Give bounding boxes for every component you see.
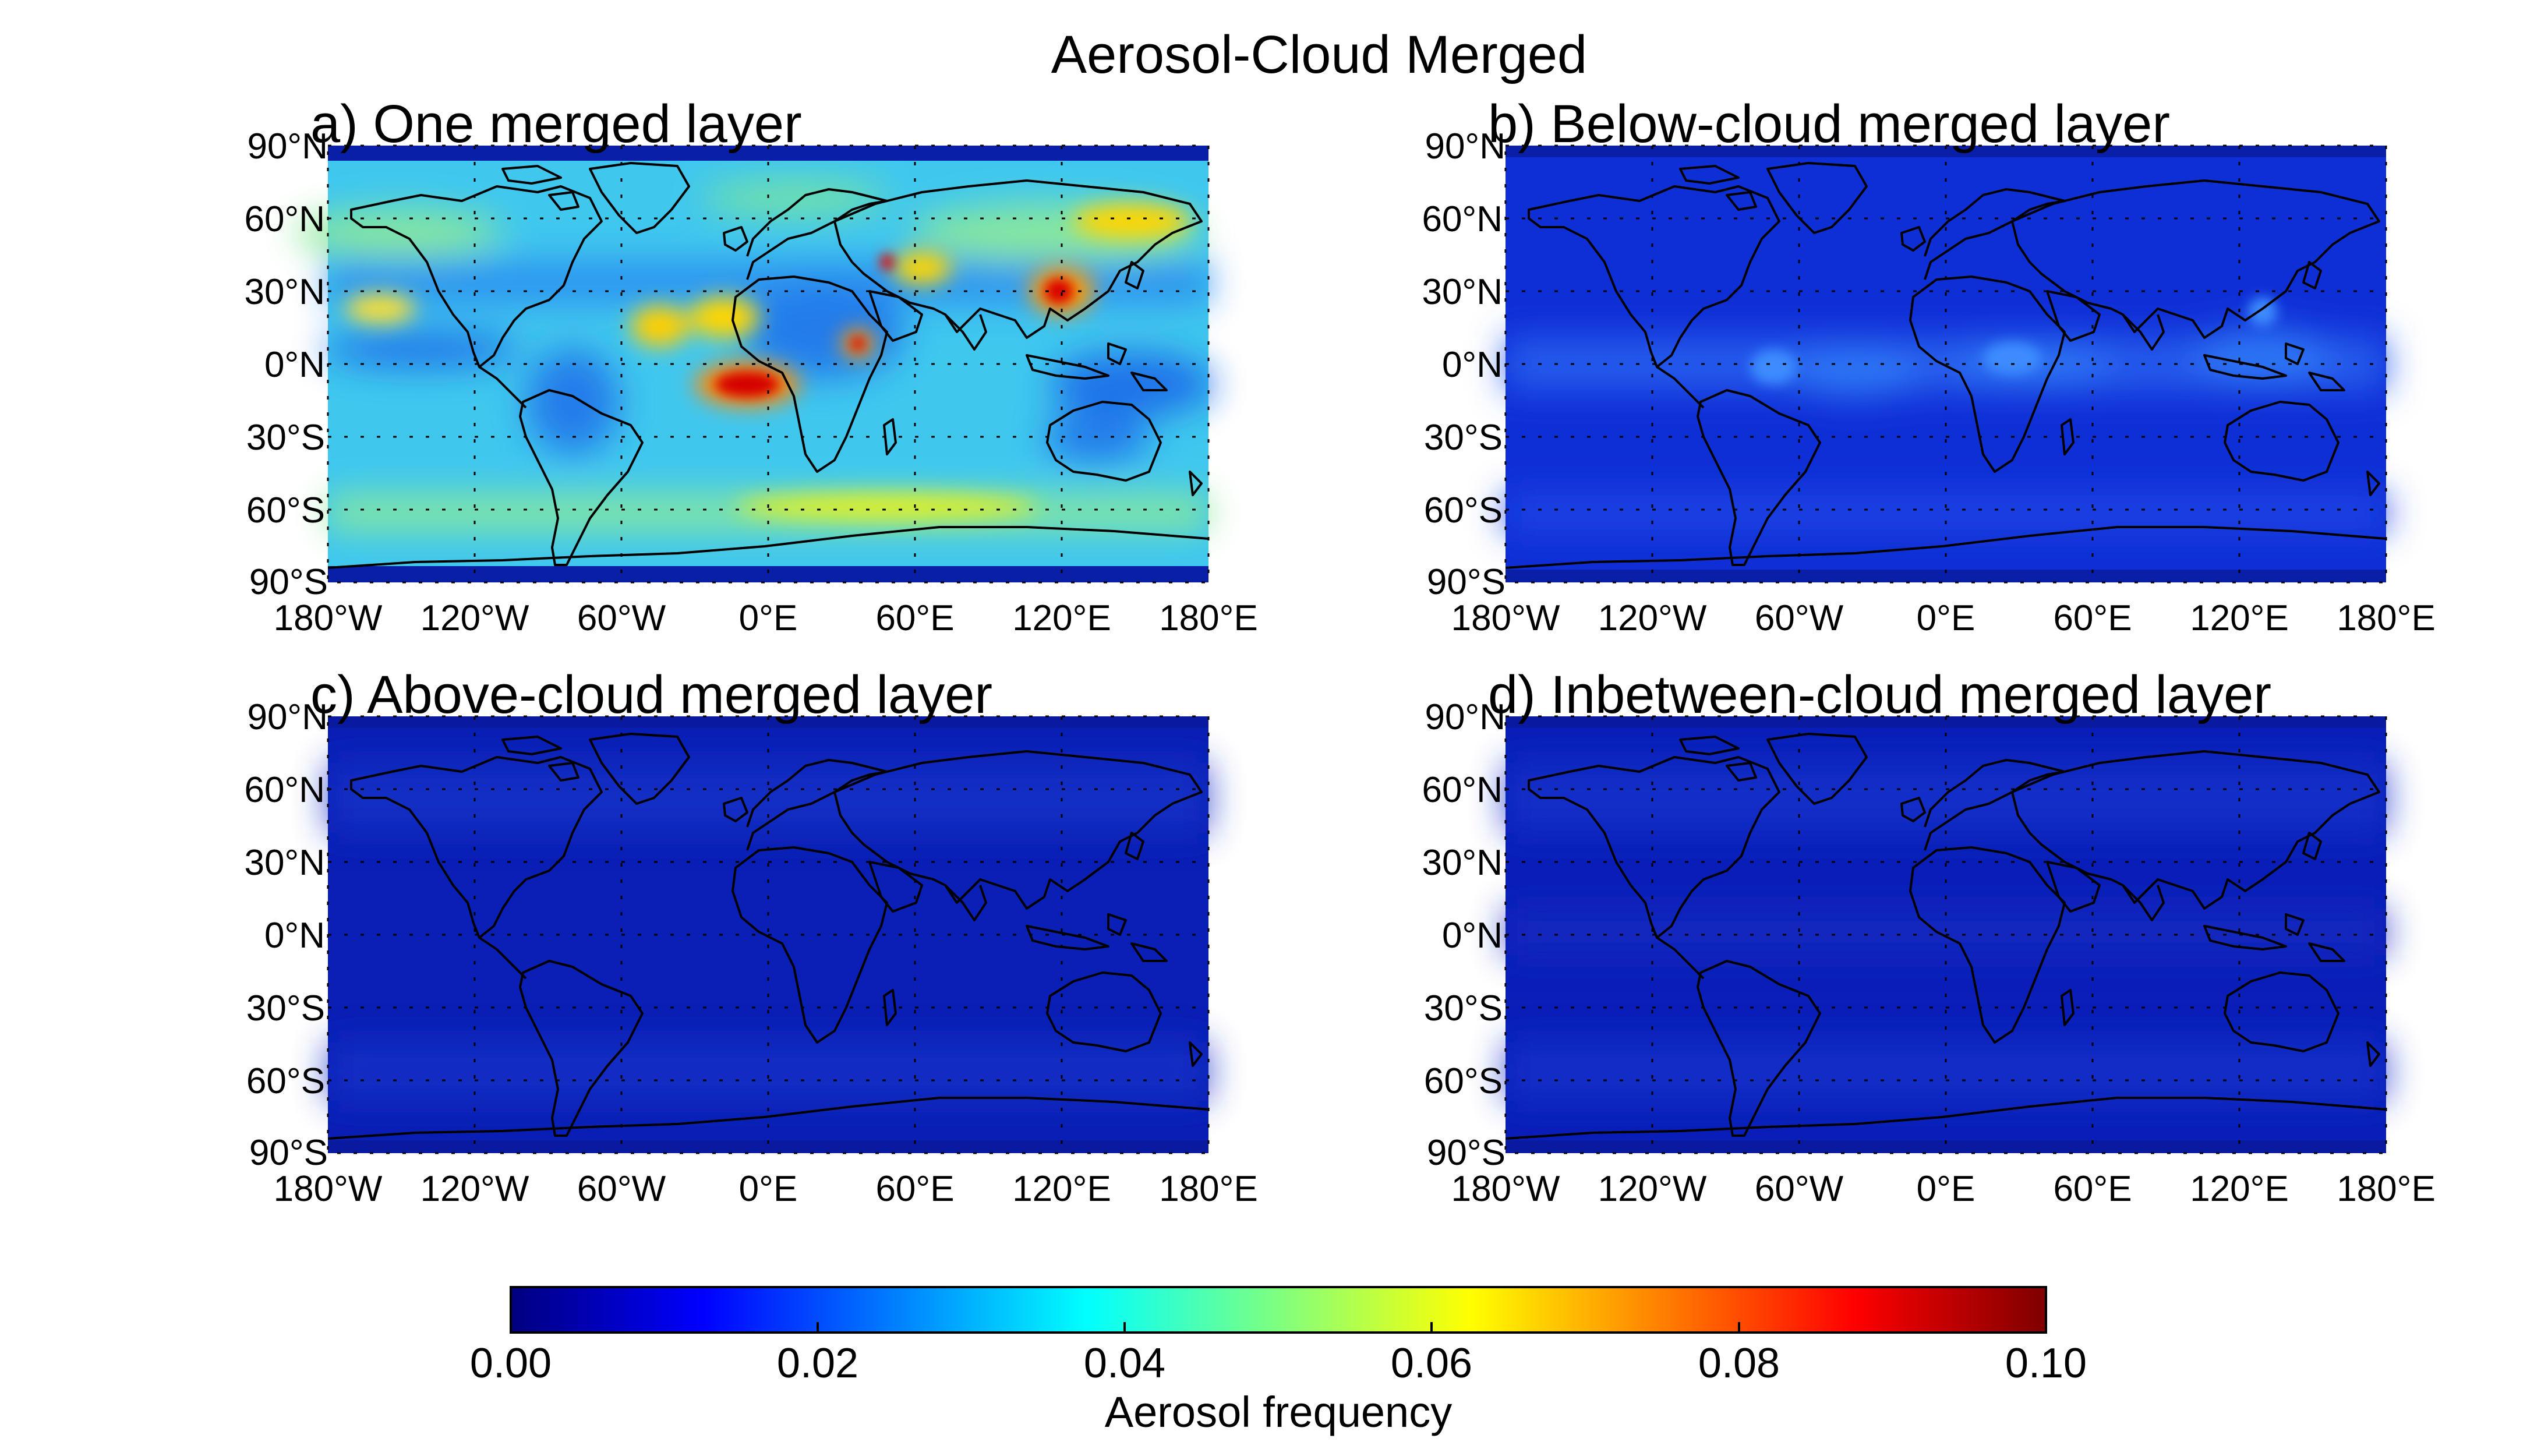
lon-label: 0°E [739,1169,798,1209]
lat-label: 90°S [249,562,328,602]
panel-b-title: b) Below-cloud merged layer [1488,94,2170,154]
colorbar-tick-label: 0.06 [1391,1340,1472,1387]
lat-label: 0°N [264,916,325,956]
colorbar-label: Aerosol frequency [1105,1388,1452,1436]
panel-b-lat-labels: 90°N 60°N 30°N 0°N 30°S 60°S 90°S [1422,126,1506,602]
lon-label: 0°E [1917,1169,1976,1209]
lon-label: 60°W [577,1169,666,1209]
lon-label: 120°W [1598,598,1707,638]
panel-d-lat-labels: 90°N 60°N 30°N 0°N 30°S 60°S 90°S [1422,697,1506,1173]
lat-label: 90°N [247,697,328,737]
panel-a-lon-labels: 180°W 120°W 60°W 0°E 60°E 120°E 180°E [274,598,1258,638]
colorbar-tick-labels: 0.00 0.02 0.04 0.06 0.08 0.10 [470,1340,2087,1387]
lon-label: 120°E [1012,1169,1111,1209]
panel-a-grid [327,144,1210,584]
colorbar-gradient [510,1286,2047,1334]
lat-label: 0°N [1442,345,1503,385]
colorbar: 0.00 0.02 0.04 0.06 0.08 0.10 Aerosol fr… [470,1286,2087,1436]
panel-c-title: c) Above-cloud merged layer [310,665,992,725]
colorbar-tick-label: 0.02 [777,1340,858,1387]
lon-label: 120°E [2190,598,2289,638]
lon-label: 120°W [1598,1169,1707,1209]
lon-label: 180°W [1451,598,1560,638]
lat-label: 0°N [264,345,325,385]
lat-label: 60°S [1424,1061,1503,1101]
colorbar-tick-marks [817,1322,1740,1333]
panel-b-grid [1504,144,2387,584]
panel-b-lon-labels: 180°W 120°W 60°W 0°E 60°E 120°E 180°E [1451,598,2436,638]
lat-label: 90°N [1425,697,1506,737]
lon-label: 60°W [1755,1169,1844,1209]
lat-label: 60°N [244,199,325,239]
lat-label: 30°S [1424,988,1503,1029]
lon-label: 120°E [1012,598,1111,638]
lat-label: 30°N [1422,272,1503,312]
panel-b: b) Below-cloud merged layer 90°N 60°N 30… [1422,94,2435,638]
lon-label: 180°E [2337,1169,2436,1209]
lat-label: 60°N [244,770,325,810]
lon-label: 120°W [420,598,529,638]
lon-label: 180°E [2337,598,2436,638]
lat-label: 30°S [246,418,325,458]
lon-label: 60°E [875,1169,954,1209]
panel-a-title: a) One merged layer [310,94,802,154]
lat-label: 60°N [1422,199,1503,239]
panel-a-lat-labels: 90°N 60°N 30°N 0°N 30°S 60°S 90°S [244,126,328,602]
lat-label: 60°S [246,490,325,531]
lon-label: 120°W [420,1169,529,1209]
colorbar-tick-label: 0.04 [1084,1340,1165,1387]
lon-label: 60°E [875,598,954,638]
lat-label: 30°S [246,988,325,1029]
lat-label: 90°S [1427,1133,1506,1173]
lat-label: 30°S [1424,418,1503,458]
lon-label: 0°E [1917,598,1976,638]
lon-label: 60°E [2053,1169,2132,1209]
lon-label: 60°E [2053,598,2132,638]
panel-d-lon-labels: 180°W 120°W 60°W 0°E 60°E 120°E 180°E [1451,1169,2436,1209]
colorbar-tick-label: 0.08 [1698,1340,1780,1387]
lat-label: 60°S [246,1061,325,1101]
lat-label: 60°S [1424,490,1503,531]
lat-label: 30°N [244,843,325,883]
lon-label: 180°W [274,1169,383,1209]
panel-d: d) Inbetween-cloud merged layer 90°N 60°… [1422,665,2435,1209]
lon-label: 60°W [577,598,666,638]
lat-label: 30°N [244,272,325,312]
lon-label: 60°W [1755,598,1844,638]
lat-label: 30°N [1422,843,1503,883]
lon-label: 180°W [274,598,383,638]
lat-label: 90°N [1425,126,1506,167]
lat-label: 90°S [1427,562,1506,602]
lat-label: 60°N [1422,770,1503,810]
panel-c-lon-labels: 180°W 120°W 60°W 0°E 60°E 120°E 180°E [274,1169,1258,1209]
colorbar-tick-label: 0.10 [2005,1340,2087,1387]
panel-c-grid [327,715,1210,1154]
panel-c: c) Above-cloud merged layer 90°N 60°N 30… [244,665,1257,1209]
lon-label: 180°E [1159,598,1258,638]
lon-label: 180°E [1159,1169,1258,1209]
lat-label: 90°S [249,1133,328,1173]
lon-label: 0°E [739,598,798,638]
colorbar-tick-label: 0.00 [470,1340,552,1387]
lon-label: 120°E [2190,1169,2289,1209]
panel-d-grid [1504,715,2387,1154]
lat-label: 0°N [1442,916,1503,956]
lon-label: 180°W [1451,1169,1560,1209]
figure-title: Aerosol-Cloud Merged [1051,25,1587,84]
panel-d-title: d) Inbetween-cloud merged layer [1488,665,2271,725]
panel-c-lat-labels: 90°N 60°N 30°N 0°N 30°S 60°S 90°S [244,697,328,1173]
lat-label: 90°N [247,126,328,167]
panel-a: a) One merged layer 90°N 60°N 30°N 0°N 3… [244,94,1257,638]
